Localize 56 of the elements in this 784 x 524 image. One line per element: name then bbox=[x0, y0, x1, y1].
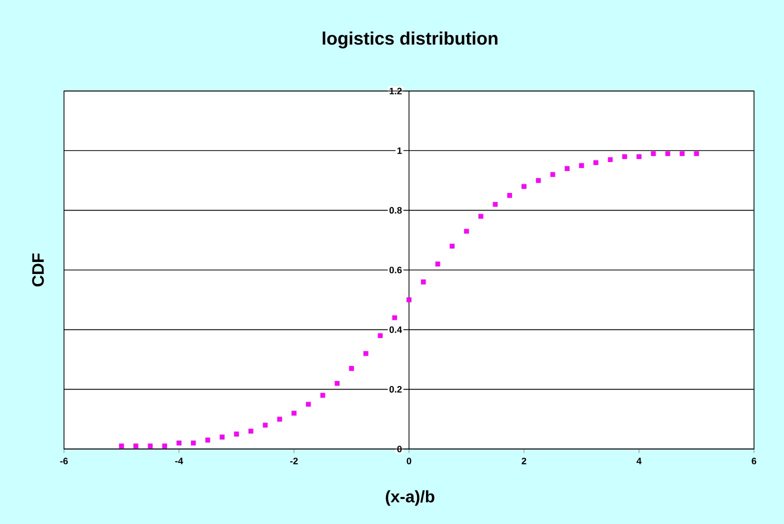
x-tick-label: 6 bbox=[752, 458, 756, 464]
y-tick-label: 0.6 bbox=[389, 266, 402, 274]
point bbox=[234, 432, 239, 436]
x-tick-label: -4 bbox=[175, 458, 184, 464]
point bbox=[694, 151, 699, 156]
x-tick-label: 2 bbox=[522, 458, 526, 464]
point bbox=[248, 428, 254, 434]
point bbox=[450, 244, 455, 249]
point bbox=[133, 444, 138, 448]
point bbox=[306, 402, 311, 407]
point bbox=[320, 392, 326, 398]
y-axis-title: CDF bbox=[32, 253, 44, 286]
y-tick-label: 0.2 bbox=[389, 386, 402, 393]
point bbox=[507, 193, 512, 198]
point bbox=[550, 172, 556, 177]
point bbox=[522, 184, 526, 189]
point bbox=[162, 444, 168, 448]
point bbox=[608, 157, 613, 162]
point bbox=[650, 151, 656, 156]
point bbox=[363, 351, 368, 356]
point bbox=[190, 440, 196, 446]
x-axis-title: (x-a)/b bbox=[386, 490, 434, 506]
point bbox=[119, 444, 124, 448]
point bbox=[636, 154, 642, 160]
point bbox=[220, 434, 225, 440]
point bbox=[392, 315, 398, 320]
point bbox=[406, 297, 412, 302]
point bbox=[148, 444, 153, 448]
point bbox=[435, 262, 440, 266]
point bbox=[205, 438, 210, 442]
point bbox=[334, 380, 340, 386]
point bbox=[176, 440, 182, 446]
point bbox=[564, 166, 570, 171]
y-tick-label: 1 bbox=[397, 147, 402, 154]
point bbox=[665, 151, 670, 156]
point bbox=[464, 228, 469, 234]
point bbox=[349, 366, 354, 371]
point bbox=[536, 178, 541, 183]
point bbox=[492, 202, 498, 207]
x-tick-label: 4 bbox=[636, 458, 642, 464]
point bbox=[478, 214, 484, 219]
point bbox=[262, 422, 268, 428]
y-tick-label: 0.8 bbox=[389, 207, 402, 214]
x-tick-label: 0 bbox=[406, 458, 412, 464]
point bbox=[579, 163, 584, 168]
point bbox=[593, 160, 598, 165]
point bbox=[292, 410, 296, 416]
point bbox=[277, 416, 282, 422]
point bbox=[378, 333, 383, 338]
x-tick-label: -6 bbox=[60, 458, 68, 464]
point bbox=[420, 280, 426, 284]
chart-title: logistics distribution bbox=[322, 32, 498, 48]
point bbox=[680, 151, 685, 156]
x-tick-label: -2 bbox=[290, 458, 298, 464]
y-tick-label: 0.4 bbox=[389, 326, 402, 333]
point bbox=[622, 154, 628, 160]
